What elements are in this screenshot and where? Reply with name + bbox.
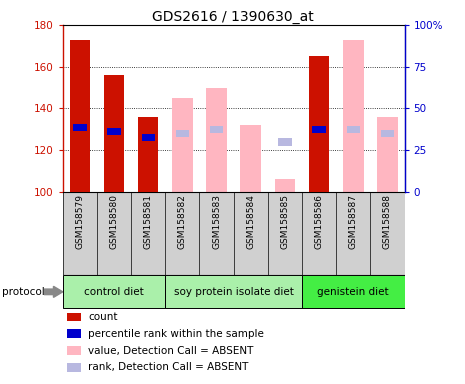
- Text: count: count: [88, 312, 118, 322]
- Bar: [370, 192, 405, 275]
- Bar: [343, 40, 364, 192]
- Bar: [165, 192, 199, 275]
- Bar: [268, 192, 302, 275]
- Bar: [381, 130, 394, 137]
- Text: GSM158579: GSM158579: [75, 194, 84, 250]
- Bar: [141, 134, 155, 141]
- Text: GSM158585: GSM158585: [280, 194, 289, 250]
- Text: GSM158582: GSM158582: [178, 194, 187, 249]
- Bar: [377, 117, 398, 192]
- Bar: [302, 275, 405, 308]
- Bar: [240, 125, 261, 192]
- Bar: [312, 126, 326, 133]
- Text: rank, Detection Call = ABSENT: rank, Detection Call = ABSENT: [88, 362, 249, 372]
- Bar: [97, 192, 131, 275]
- Bar: [309, 56, 329, 192]
- Text: GSM158581: GSM158581: [144, 194, 153, 250]
- Bar: [210, 126, 223, 133]
- Text: value, Detection Call = ABSENT: value, Detection Call = ABSENT: [88, 346, 254, 356]
- Bar: [233, 192, 268, 275]
- Bar: [73, 124, 86, 131]
- Bar: [63, 192, 97, 275]
- Bar: [63, 275, 165, 308]
- Bar: [172, 98, 193, 192]
- Text: percentile rank within the sample: percentile rank within the sample: [88, 329, 264, 339]
- Text: GSM158587: GSM158587: [349, 194, 358, 250]
- Bar: [275, 179, 295, 192]
- Text: soy protein isolate diet: soy protein isolate diet: [174, 287, 293, 297]
- Bar: [138, 117, 159, 192]
- Text: GSM158580: GSM158580: [110, 194, 119, 250]
- Bar: [131, 192, 165, 275]
- Text: protocol: protocol: [2, 287, 45, 297]
- Text: GDS2616 / 1390630_at: GDS2616 / 1390630_at: [152, 10, 313, 23]
- Polygon shape: [44, 286, 63, 297]
- Text: control diet: control diet: [84, 287, 144, 297]
- Bar: [346, 126, 360, 133]
- Bar: [336, 192, 370, 275]
- Bar: [302, 192, 336, 275]
- Text: GSM158588: GSM158588: [383, 194, 392, 250]
- Text: GSM158584: GSM158584: [246, 194, 255, 249]
- Bar: [104, 75, 124, 192]
- Text: GSM158586: GSM158586: [315, 194, 324, 250]
- Bar: [176, 130, 189, 137]
- Bar: [107, 128, 121, 135]
- Bar: [206, 88, 227, 192]
- Bar: [278, 138, 292, 146]
- Bar: [199, 192, 233, 275]
- Text: genistein diet: genistein diet: [318, 287, 389, 297]
- Bar: [165, 275, 302, 308]
- Bar: [70, 40, 90, 192]
- Text: GSM158583: GSM158583: [212, 194, 221, 250]
